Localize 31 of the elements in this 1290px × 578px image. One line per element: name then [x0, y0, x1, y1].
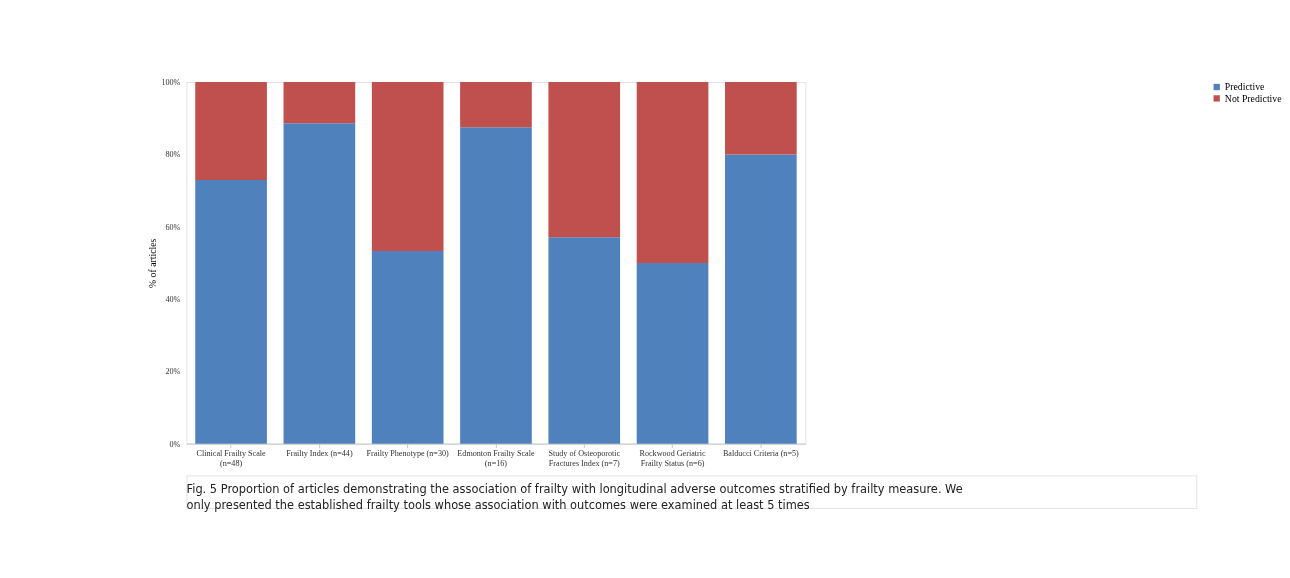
legend-label: Predictive [1224, 81, 1265, 93]
bar [636, 262, 709, 444]
bar [283, 82, 356, 124]
bar [371, 82, 444, 251]
x-tick-label: Clinical Frailty Scale (n=48) [196, 449, 266, 469]
bar [371, 250, 444, 444]
bar [636, 82, 709, 263]
x-tick-label: Balducci Criteria (n=5) [722, 449, 800, 459]
x-tick-label: Edmonton Frailty Scale (n=16) [457, 449, 535, 469]
y-tick-label: 40% [165, 294, 181, 304]
y-tick-label: 80% [165, 150, 181, 160]
bar [548, 237, 621, 444]
bar [460, 82, 532, 128]
bar [460, 127, 532, 444]
y-axis-title: % of articles [146, 238, 158, 289]
caption: Fig. 5 Proportion of articles demonstrating the association of frailty with longitudinal adverse outcomes stratified by frailty measure. We only presented the established frailty tools whose association with outcomes were examined at least 5 times [186, 481, 963, 512]
y-tick-label: 0% [169, 439, 181, 449]
x-tick-label: Study of Osteoporotic Fractures Index (n=7) [548, 449, 621, 469]
y-tick-label: 60% [165, 222, 181, 232]
bar [283, 123, 356, 444]
x-tick-label: Rockwood Geriatric Frailty Status (n=6) [639, 449, 706, 469]
x-tick-label: Frailty Phenotype (n=30) [366, 449, 450, 459]
bar [195, 180, 267, 444]
y-tick-label: 20% [165, 367, 181, 377]
legend-label: Not Predictive [1224, 92, 1282, 104]
bar [195, 82, 267, 181]
bar [548, 82, 621, 238]
bar [725, 82, 797, 155]
y-tick-label: 100% [161, 77, 181, 87]
x-tick-label: Frailty Index (n=44) [286, 449, 353, 459]
bar [725, 154, 797, 444]
